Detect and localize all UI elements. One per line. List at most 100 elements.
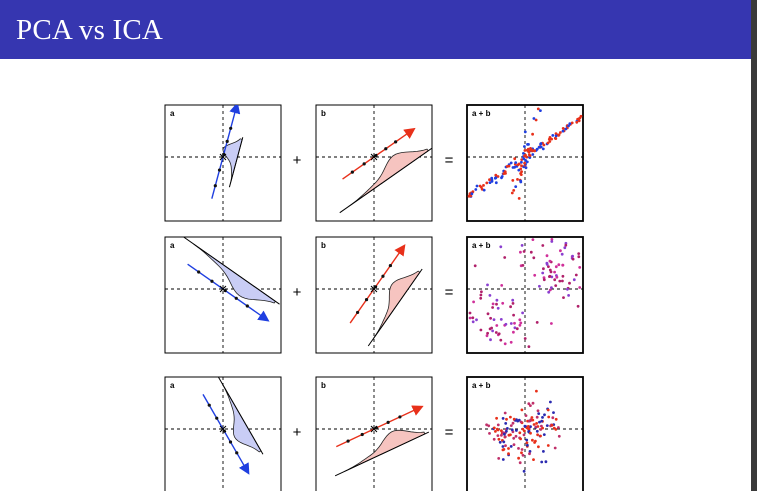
mixture-point [520, 160, 523, 164]
mixture-point [509, 445, 513, 448]
origin-marker [370, 425, 378, 433]
mixture-point [530, 148, 533, 151]
mixture-point [521, 427, 525, 431]
mixture-point [519, 250, 522, 254]
mixture-point [527, 402, 531, 406]
mixture-point [503, 435, 507, 439]
mixture-point [574, 273, 578, 277]
mixture-point [557, 263, 561, 267]
mixture-point [551, 134, 555, 137]
mixture-point [516, 163, 520, 167]
mixture-point [545, 263, 549, 266]
mixture-point [542, 450, 545, 453]
mixture-point [561, 274, 565, 278]
mixture-point [546, 408, 550, 412]
mixture-point [542, 278, 546, 282]
mixture-point [502, 440, 506, 444]
panel-label: a [170, 241, 175, 250]
sample-point [355, 310, 360, 315]
mixture-point [489, 338, 492, 342]
mixture-point [509, 340, 513, 344]
diagram-row: a b a + b + = [164, 236, 584, 354]
mixture-point [547, 290, 551, 294]
density-curve [344, 429, 426, 472]
origin-marker [370, 285, 378, 293]
mixture-point [519, 321, 523, 325]
mixture-point [488, 432, 491, 435]
mixture-point [552, 426, 556, 430]
mixture-point [534, 425, 538, 429]
mixture-point [546, 141, 550, 145]
mixture-point [541, 147, 545, 151]
mixture-point [554, 265, 558, 269]
mixture-point [523, 161, 526, 165]
mixture-point [514, 434, 518, 438]
mixture-point [518, 323, 522, 327]
sample-point [350, 170, 354, 174]
mixture-point [520, 448, 524, 451]
mixture-point [497, 437, 501, 441]
sample-point [384, 147, 388, 151]
mixture-point [488, 294, 492, 297]
mixture-point [576, 304, 580, 308]
mixture-point [492, 426, 496, 430]
plus-sign: + [293, 424, 302, 441]
mixture-point [526, 425, 530, 428]
mixture-point [531, 153, 535, 156]
mixture-point [523, 130, 527, 134]
density-curve [222, 138, 243, 184]
mixture-point [485, 181, 489, 185]
mixture-point [494, 173, 498, 177]
mixture-point [561, 279, 564, 283]
panel-label: b [321, 381, 326, 390]
mixture-point [500, 433, 503, 437]
mixture-point [554, 137, 558, 140]
mixture-point [522, 250, 526, 253]
mixture-point [507, 452, 510, 456]
panel-label: b [321, 109, 326, 118]
sample-point [386, 420, 390, 425]
mixture-point [524, 414, 528, 417]
mixture-point [516, 419, 520, 423]
mixture-point [521, 311, 524, 315]
mixture-point [517, 197, 521, 200]
mixture-point [559, 131, 562, 134]
mixture-point [518, 318, 522, 322]
mixture-point [501, 417, 505, 420]
mixture-point [571, 254, 574, 258]
mixture-point [528, 450, 532, 453]
component-arrow [336, 405, 424, 448]
mixture-point [514, 161, 518, 164]
mixture-point [509, 415, 512, 419]
mixture-point [510, 191, 514, 195]
mixture-point [512, 313, 515, 317]
mixture-point [511, 298, 515, 302]
mixture-point [532, 458, 535, 461]
density-baseline [228, 137, 244, 188]
sample-point [235, 451, 239, 455]
mixture-point [475, 184, 479, 188]
origin-marker [370, 153, 378, 161]
equals-sign: = [445, 152, 454, 169]
mixture-point [539, 142, 543, 145]
mixture-point [490, 176, 494, 180]
mixture-point [519, 173, 523, 176]
sample-point [213, 184, 217, 188]
mixture-point [512, 330, 515, 334]
mixture-point [475, 318, 478, 322]
mixture-point [517, 168, 521, 172]
sample-point [207, 403, 211, 407]
mixture-point [479, 296, 483, 300]
density-baseline [182, 237, 280, 305]
mixture-point [510, 428, 514, 432]
mixture-point [511, 166, 515, 169]
mixture-point [557, 134, 560, 137]
mixture-point [568, 122, 572, 126]
mixture-point [519, 437, 522, 441]
mixture-point [523, 337, 527, 340]
mixture-point [531, 418, 535, 422]
panel-content [316, 377, 432, 491]
panel-content [467, 237, 583, 353]
mixture-point [474, 188, 478, 191]
mixture-point [486, 283, 489, 287]
